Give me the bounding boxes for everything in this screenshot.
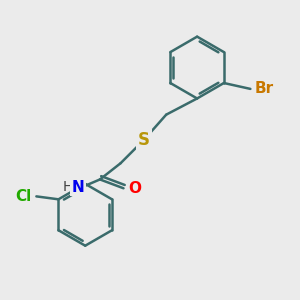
Text: H: H [62, 180, 73, 194]
Text: Cl: Cl [16, 189, 32, 204]
Text: N: N [71, 180, 84, 195]
Text: S: S [138, 131, 150, 149]
Text: Br: Br [255, 81, 274, 96]
Text: O: O [128, 181, 141, 196]
